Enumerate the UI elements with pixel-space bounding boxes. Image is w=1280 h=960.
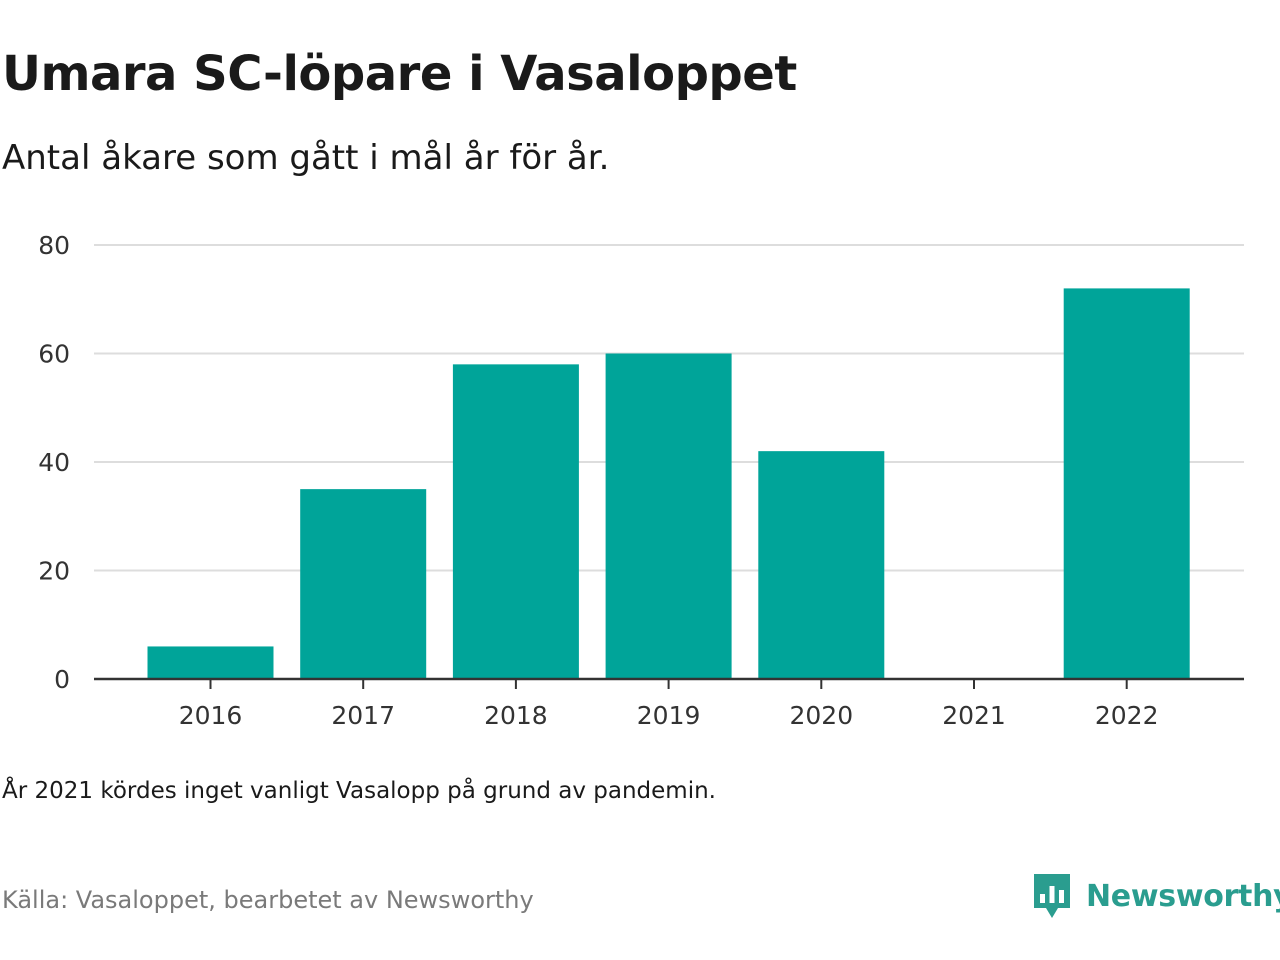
x-tick-label: 2017 bbox=[331, 701, 395, 730]
bar-2019 bbox=[605, 353, 732, 679]
x-tick-label: 2018 bbox=[484, 701, 548, 730]
x-tick-label: 2021 bbox=[942, 701, 1006, 730]
bar-2017 bbox=[300, 489, 427, 679]
y-tick-label: 40 bbox=[38, 448, 70, 477]
x-tick-label: 2020 bbox=[789, 701, 853, 730]
x-tick-label: 2022 bbox=[1095, 701, 1159, 730]
brand-logo: Newsworthy bbox=[1032, 872, 1280, 920]
footnote: År 2021 kördes inget vanligt Vasalopp på… bbox=[2, 778, 716, 804]
x-tick-label: 2019 bbox=[637, 701, 701, 730]
bar-2016 bbox=[147, 646, 274, 679]
y-tick-label: 80 bbox=[38, 231, 70, 260]
bar-chart: 0 20 40 60 80 2016 2017 2018 2019 2020 2021 2022 bbox=[38, 231, 1244, 730]
bar-2020 bbox=[758, 451, 885, 679]
y-tick-label: 20 bbox=[38, 557, 70, 586]
x-axis: 2016 2017 2018 2019 2020 2021 2022 bbox=[94, 677, 1244, 730]
x-tick-label: 2016 bbox=[179, 701, 243, 730]
bar-2018 bbox=[452, 364, 579, 679]
y-axis-ticks: 0 20 40 60 80 bbox=[38, 231, 70, 694]
chart-title: Umara SC-löpare i Vasaloppet bbox=[2, 46, 797, 102]
brand-name: Newsworthy bbox=[1086, 878, 1280, 914]
source-text: Källa: Vasaloppet, bearbetet av Newswort… bbox=[2, 886, 534, 914]
newsworthy-logo-icon bbox=[1034, 874, 1070, 918]
y-tick-label: 60 bbox=[38, 340, 70, 369]
chart-subtitle: Antal åkare som gått i mål år för år. bbox=[2, 138, 610, 178]
bars bbox=[147, 288, 1190, 679]
bar-2022 bbox=[1063, 288, 1190, 679]
y-tick-label: 0 bbox=[54, 665, 70, 694]
